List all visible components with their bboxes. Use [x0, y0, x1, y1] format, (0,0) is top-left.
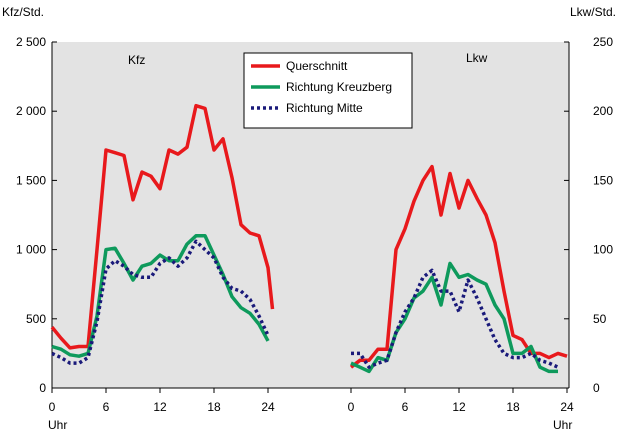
right-tick-label: 250	[593, 35, 613, 49]
right-tick-label: 0	[593, 381, 600, 395]
panel-label-lkw: Lkw	[466, 51, 488, 65]
x-tick-label: 6	[402, 400, 409, 414]
left-tick-label: 1 500	[16, 173, 46, 187]
legend-label-kreuzberg: Richtung Kreuzberg	[286, 80, 392, 94]
legend-label-mitte: Richtung Mitte	[286, 101, 363, 115]
left-tick-label: 2 000	[16, 104, 46, 118]
right-tick-label: 150	[593, 173, 613, 187]
right-axis-ticks: 0 50 100 150 200 250	[564, 35, 613, 395]
series-layer	[50, 103, 568, 374]
left-axis-label: Kfz/Std.	[2, 5, 44, 19]
right-tick-label: 50	[593, 312, 607, 326]
x-tick-label: 18	[207, 400, 221, 414]
left-tick-label: 0	[39, 381, 46, 395]
x-tick-label: 0	[49, 400, 56, 414]
series-kfz-richtung-mitte	[51, 239, 270, 365]
left-axis-ticks: 0 500 1 000 1 500 2 000 2 500	[16, 35, 57, 395]
legend: Querschnitt Richtung Kreuzberg Richtung …	[243, 52, 413, 129]
x-tick-label: 12	[153, 400, 167, 414]
x-tick-label: 18	[506, 400, 520, 414]
x-axis-ticks: 0 6 12 18 24 0 6 12 18 24	[49, 388, 574, 414]
x-tick-label: 12	[452, 400, 466, 414]
x-unit-label-right: Uhr	[553, 418, 572, 432]
right-tick-label: 100	[593, 243, 613, 257]
panel-label-kfz: Kfz	[128, 53, 145, 67]
legend-label-querschnitt: Querschnitt	[286, 59, 348, 73]
series-lkw-querschnitt	[349, 164, 568, 369]
right-tick-label: 200	[593, 104, 613, 118]
right-axis-label: Lkw/Std.	[570, 5, 616, 19]
left-tick-label: 500	[26, 312, 46, 326]
x-tick-label: 0	[348, 400, 355, 414]
series-lkw-richtung-mitte	[351, 268, 559, 369]
left-tick-label: 2 500	[16, 35, 46, 49]
left-tick-label: 1 000	[16, 243, 46, 257]
x-tick-label: 24	[560, 400, 574, 414]
series-kfz-querschnitt	[50, 103, 275, 350]
x-tick-label: 6	[103, 400, 110, 414]
x-unit-label-left: Uhr	[48, 418, 67, 432]
x-tick-label: 24	[261, 400, 275, 414]
